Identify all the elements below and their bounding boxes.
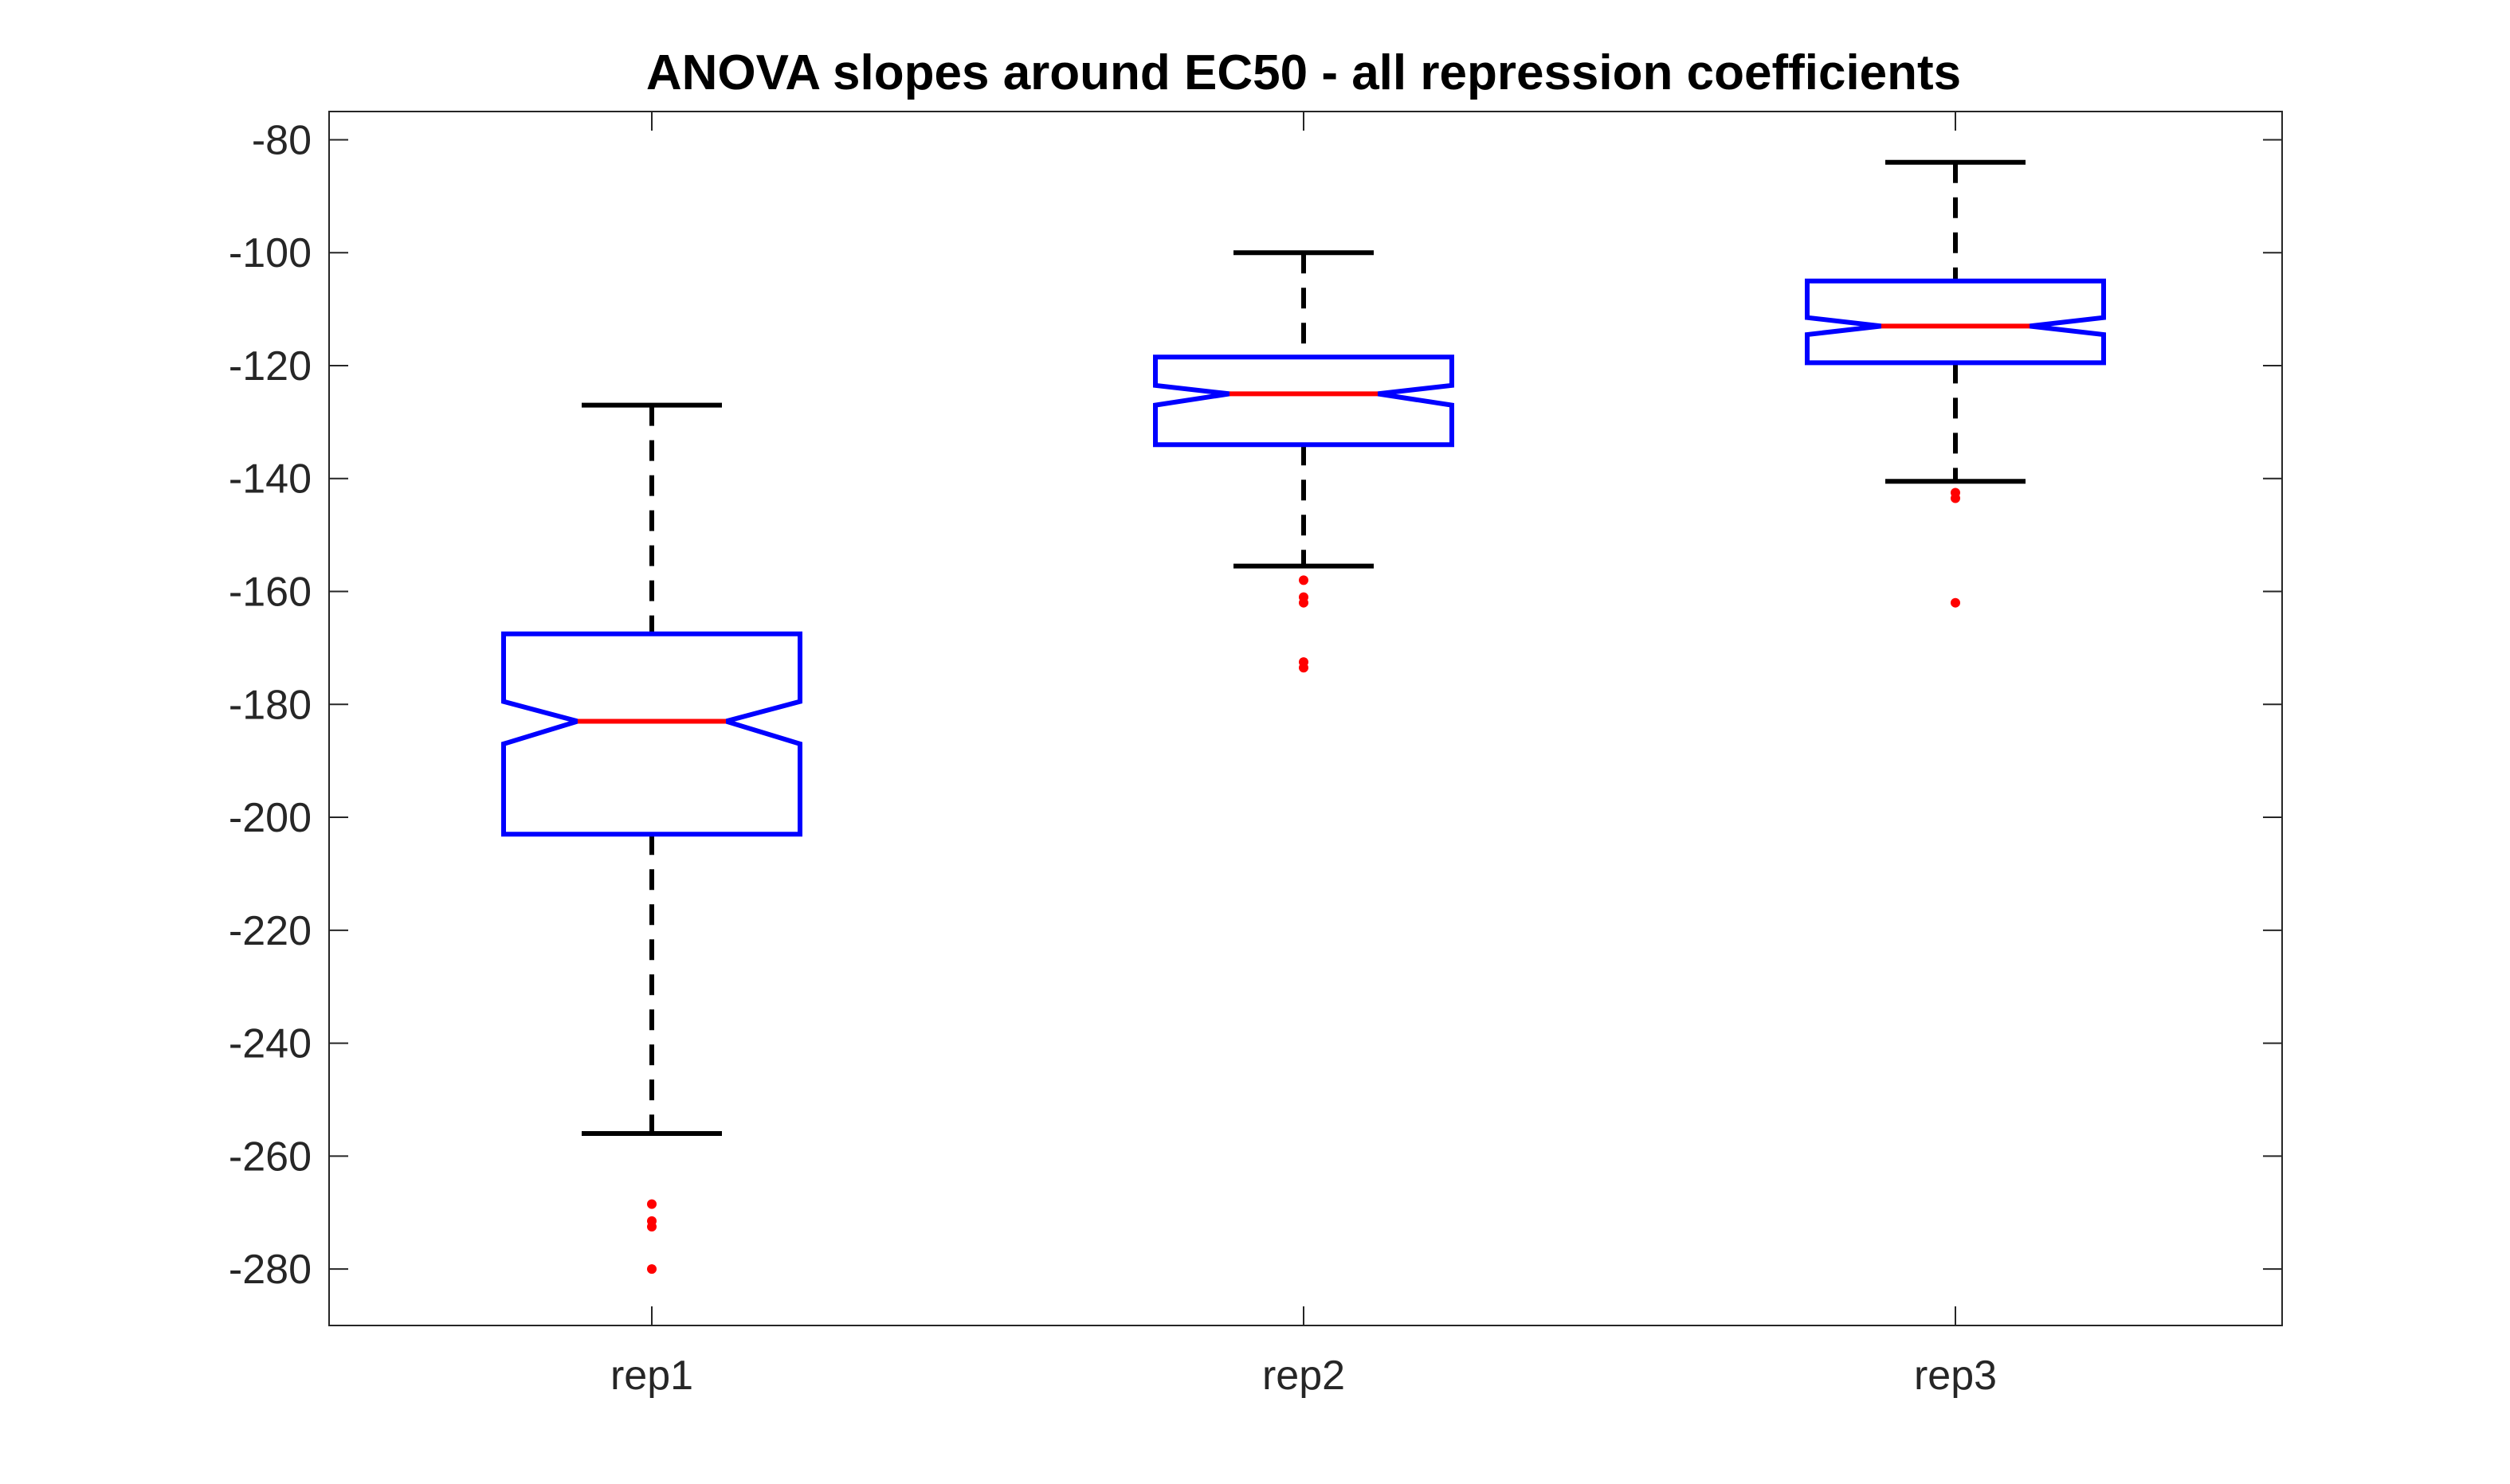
y-tick-label: -80	[252, 117, 312, 163]
y-tick-label: -200	[229, 795, 312, 841]
plot-area	[328, 111, 2283, 1326]
axes-frame	[328, 111, 2283, 1326]
y-tick-label: -280	[229, 1247, 312, 1293]
x-tick-label: rep3	[1914, 1353, 1997, 1399]
y-axis-ticks: -80 -100 -120 -140 -160 -180 -200 -220 -240 -260 -…	[229, 117, 2282, 1293]
outlier-point	[1951, 493, 1960, 503]
notched-box	[1153, 354, 1454, 448]
outlier-point	[1299, 663, 1308, 673]
y-tick-label: -100	[229, 230, 312, 276]
outlier-point	[1951, 597, 1960, 608]
chart-title: ANOVA slopes around EC50 - all repressio…	[646, 45, 1961, 100]
y-tick-label: -220	[229, 908, 312, 954]
box-group-rep3	[1805, 159, 2106, 608]
x-tick-label: rep2	[1262, 1353, 1345, 1399]
box-group-rep2	[1153, 250, 1454, 673]
y-tick-label: -120	[229, 343, 312, 390]
notched-box	[501, 631, 802, 837]
outlier-point	[647, 1221, 657, 1231]
outlier-point	[1299, 575, 1308, 585]
y-tick-label: -260	[229, 1134, 312, 1180]
y-tick-label: -240	[229, 1021, 312, 1067]
outlier-point	[647, 1199, 657, 1209]
outlier-point	[1299, 597, 1308, 608]
notched-box	[1805, 278, 2106, 366]
y-tick-label: -180	[229, 682, 312, 728]
outlier-point	[647, 1264, 657, 1275]
y-tick-label: -140	[229, 456, 312, 503]
x-tick-label: rep1	[610, 1353, 693, 1399]
y-tick-label: -160	[229, 570, 312, 616]
x-axis-ticks: rep1 rep2 rep3	[610, 112, 1997, 1399]
box-group-rep1	[501, 402, 802, 1275]
